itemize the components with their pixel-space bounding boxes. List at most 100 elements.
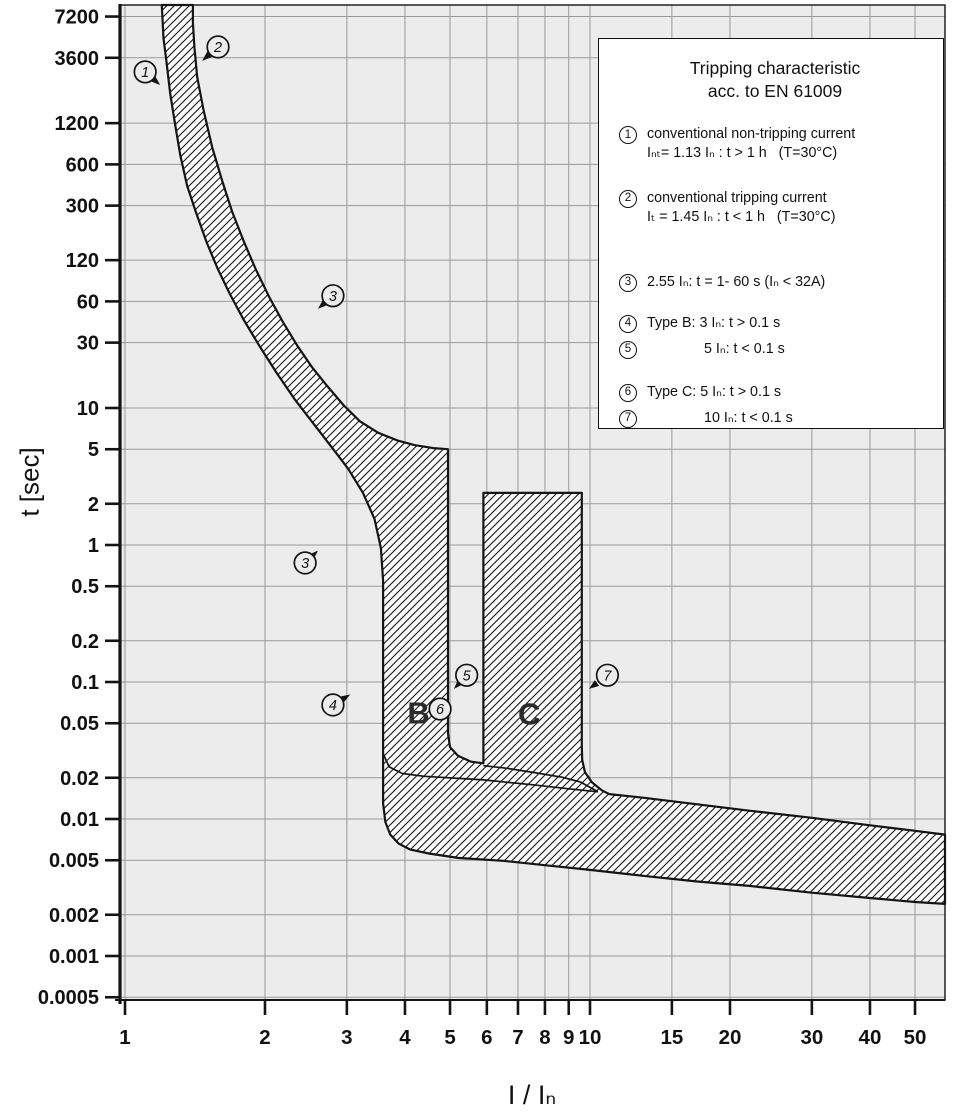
- marker-circle: [595, 663, 620, 687]
- chart-marker-7-7: 7: [588, 663, 620, 689]
- svg-text:6: 6: [481, 1026, 492, 1049]
- svg-text:15: 15: [660, 1026, 683, 1049]
- chart-marker-1-0: 1: [133, 60, 161, 85]
- svg-text:20: 20: [719, 1026, 742, 1049]
- band-inner-line-2: [483, 764, 599, 793]
- marker-number: 6: [436, 702, 445, 718]
- svg-text:4: 4: [399, 1026, 411, 1049]
- legend-title: Tripping characteristic acc. to EN 61009: [619, 57, 931, 103]
- svg-text:5: 5: [88, 439, 99, 461]
- legend-box: Tripping characteristic acc. to EN 61009…: [598, 38, 944, 429]
- svg-text:10: 10: [579, 1026, 602, 1049]
- svg-text:0.001: 0.001: [49, 946, 99, 968]
- marker-number: 3: [301, 556, 309, 572]
- chart-marker-3-3: 3: [293, 550, 318, 575]
- svg-text:0.01: 0.01: [60, 809, 99, 831]
- legend-item-text: 10 Iₙ: t < 0.1 s: [704, 409, 793, 426]
- band-label-B: B: [407, 695, 429, 730]
- svg-text:0.002: 0.002: [49, 905, 99, 927]
- legend-item-text: Type B: 3 Iₙ: t > 0.1 s: [647, 314, 781, 331]
- svg-text:2: 2: [88, 494, 99, 516]
- svg-text:3: 3: [341, 1026, 352, 1049]
- marker-circle: [133, 60, 157, 84]
- marker-circle: [293, 551, 317, 575]
- legend-item-number-circle: 2: [619, 189, 637, 208]
- svg-text:7: 7: [512, 1026, 523, 1049]
- legend-item-text: 5 Iₙ: t < 0.1 s: [704, 340, 785, 357]
- legend-item-number-circle: 7: [619, 409, 637, 428]
- legend-item-3: 3 2.55 Iₙ: t = 1- 60 s (Iₙ < 32A): [619, 273, 931, 292]
- marker-arrow: [454, 679, 464, 689]
- legend-item-5: 5 5 Iₙ: t < 0.1 s: [619, 340, 931, 359]
- band-label-C: C: [518, 696, 540, 731]
- x-tick-labels: 1 2 3 4 5 6 7 8 9 10 15 20 30 40 50: [119, 1026, 926, 1049]
- marker-circle: [321, 284, 345, 308]
- legend-item-text: conventional non-tripping current Iₙₜ= 1.…: [647, 126, 856, 162]
- svg-text:0.2: 0.2: [71, 631, 99, 653]
- svg-text:600: 600: [66, 154, 99, 176]
- svg-text:5: 5: [444, 1026, 455, 1049]
- legend-item-text: 2.55 Iₙ: t = 1- 60 s (Iₙ < 32A): [647, 273, 826, 290]
- band-inner-line-1: [382, 753, 598, 793]
- svg-text:1: 1: [119, 1026, 130, 1049]
- marker-arrow: [202, 51, 213, 61]
- legend-item-text: Type C: 5 Iₙ: t > 0.1 s: [647, 383, 782, 400]
- legend-item-number-circle: 3: [619, 273, 637, 292]
- y-axis-title: t [sec]: [14, 447, 45, 517]
- svg-text:9: 9: [563, 1026, 574, 1049]
- legend-item-number-circle: 5: [619, 340, 637, 359]
- legend-item-number-circle: 4: [619, 314, 637, 333]
- legend-item-6: 6 Type C: 5 Iₙ: t > 0.1 s: [619, 383, 931, 402]
- svg-text:50: 50: [904, 1026, 927, 1049]
- tripping-band: [160, 3, 947, 905]
- marker-arrow: [317, 299, 328, 309]
- svg-text:10: 10: [77, 398, 99, 420]
- marker-number: 4: [329, 698, 337, 714]
- svg-text:300: 300: [66, 196, 99, 218]
- svg-text:8: 8: [539, 1026, 550, 1049]
- legend-item-2: 2 conventional tripping current Iₜ = 1.45 …: [619, 189, 931, 227]
- legend-items: 1 conventional non-tripping current Iₙₜ= 1…: [619, 125, 931, 428]
- chart-marker-5-5: 5: [454, 663, 479, 689]
- marker-number: 5: [463, 668, 472, 684]
- svg-text:1: 1: [88, 535, 99, 557]
- x-axis-title: I / Iₙ: [507, 1080, 557, 1110]
- svg-text:1200: 1200: [55, 113, 100, 135]
- marker-arrow: [150, 75, 161, 85]
- svg-text:2: 2: [259, 1026, 270, 1049]
- svg-text:7200: 7200: [55, 7, 100, 29]
- svg-text:0.02: 0.02: [60, 768, 99, 790]
- svg-text:3600: 3600: [55, 48, 100, 70]
- svg-text:0.0005: 0.0005: [38, 987, 99, 1009]
- svg-text:120: 120: [66, 250, 99, 272]
- marker-number: 3: [329, 289, 337, 305]
- marker-number: 1: [141, 65, 149, 81]
- chart-marker-3-2: 3: [317, 284, 345, 309]
- marker-number: 7: [603, 668, 612, 684]
- svg-text:0.05: 0.05: [60, 713, 99, 735]
- marker-arrow: [588, 680, 600, 689]
- legend-item-number-circle: 6: [619, 383, 637, 402]
- legend-title-line2: acc. to EN 61009: [707, 81, 843, 102]
- y-tick-labels: 7200 3600 1200 600 300 120 60 30 10 5 2 1 0.5 0.2 0.1 0…: [38, 7, 99, 1010]
- svg-text:0.005: 0.005: [49, 850, 99, 872]
- svg-text:60: 60: [77, 291, 99, 313]
- marker-circle: [455, 663, 479, 687]
- svg-text:40: 40: [859, 1026, 882, 1049]
- legend-item-7: 7 10 Iₙ: t < 0.1 s: [619, 409, 931, 428]
- chart-marker-6-6: 6: [428, 697, 452, 721]
- legend-item-number-circle: 1: [619, 126, 637, 145]
- legend-title-line1: Tripping characteristic: [689, 58, 861, 78]
- legend-item-4: 4 Type B: 3 Iₙ: t > 0.1 s: [619, 314, 931, 333]
- marker-circle: [321, 693, 345, 717]
- chart-marker-2-1: 2: [202, 35, 230, 61]
- marker-number: 2: [213, 40, 222, 56]
- legend-item-text: conventional tripping current Iₜ = 1.45 I…: [647, 189, 836, 225]
- svg-text:0.5: 0.5: [71, 576, 99, 598]
- tick-marks: [105, 15, 917, 1015]
- chart-marker-4-4: 4: [321, 693, 351, 717]
- svg-text:30: 30: [800, 1026, 823, 1049]
- marker-circle: [206, 35, 230, 59]
- svg-text:0.1: 0.1: [71, 672, 99, 694]
